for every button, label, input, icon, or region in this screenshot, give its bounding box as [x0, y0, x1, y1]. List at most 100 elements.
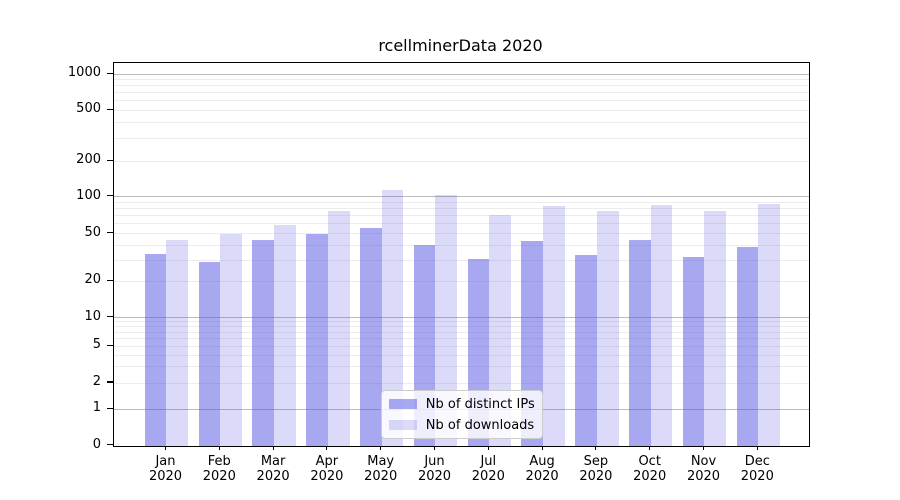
- bar: [628, 240, 651, 446]
- x-axis-tick-label: Feb 2020: [202, 453, 236, 484]
- y-axis-tick-label: 1000: [67, 65, 101, 81]
- gridline: [114, 201, 810, 203]
- gridline: [114, 244, 810, 246]
- gridline: [114, 160, 810, 162]
- legend-swatch: [388, 399, 417, 409]
- bar: [359, 227, 382, 446]
- bar: [596, 211, 619, 446]
- x-axis-tick-label: Nov 2020: [686, 453, 721, 484]
- gridline: [114, 196, 810, 198]
- x-axis-tick-mark: [164, 445, 167, 450]
- gridline: [114, 223, 810, 225]
- gridline: [114, 100, 810, 102]
- x-axis-tick-mark: [218, 445, 220, 450]
- gridline: [114, 346, 810, 347]
- y-axis-tick-mark: [107, 195, 114, 197]
- gridline: [114, 382, 810, 384]
- legend-swatch: [388, 420, 417, 430]
- y-axis-tick-label: 200: [76, 152, 101, 167]
- gridline: [114, 233, 810, 235]
- legend-label: Nb of distinct IPs: [425, 396, 535, 412]
- gridline: [114, 338, 810, 340]
- x-axis-tick-label: Jun 2020: [417, 453, 452, 484]
- bar: [252, 240, 275, 446]
- gridline: [114, 281, 810, 282]
- gridline: [114, 215, 810, 217]
- x-axis-tick-label: Aug 2020: [525, 453, 559, 484]
- bar: [704, 211, 727, 446]
- bar: [736, 246, 759, 446]
- gridline: [114, 85, 810, 87]
- y-axis-tick-mark: [107, 279, 114, 282]
- x-axis-tick-label: Mar 2020: [256, 453, 290, 484]
- y-axis-tick-label: 500: [76, 101, 101, 117]
- gridline: [114, 109, 810, 111]
- y-axis-tick-mark: [107, 407, 114, 409]
- gridline: [114, 79, 810, 81]
- y-axis-tick-label: 2: [92, 373, 101, 389]
- y-axis-tick-label: 20: [84, 272, 101, 288]
- legend-item: Nb of distinct IPs: [382, 395, 542, 414]
- gridline: [114, 331, 810, 333]
- bar: [144, 253, 167, 446]
- x-axis-tick-mark: [487, 445, 489, 450]
- y-axis-tick-label: 50: [84, 224, 101, 240]
- y-axis-tick-label: 1: [92, 400, 101, 415]
- plot-area: Nb of distinct IPs Nb of downloads: [113, 61, 811, 447]
- y-axis-tick-mark: [107, 159, 114, 161]
- x-axis-tick-label: May 2020: [364, 453, 398, 484]
- y-axis-tick-label: 100: [76, 187, 101, 203]
- x-axis-tick-mark: [756, 445, 758, 450]
- bar: [327, 210, 350, 446]
- x-axis-tick-mark: [326, 445, 328, 450]
- legend: Nb of distinct IPs Nb of downloads: [380, 390, 543, 439]
- y-axis-tick-label: 5: [92, 337, 101, 353]
- y-axis-tick-label: 10: [84, 308, 101, 324]
- bar: [306, 233, 328, 446]
- x-axis-tick-mark: [649, 445, 651, 450]
- gridline: [114, 208, 810, 210]
- y-axis-tick-mark: [107, 72, 114, 74]
- legend-label: Nb of downloads: [425, 417, 535, 433]
- gridline: [114, 92, 810, 94]
- x-axis-tick-mark: [541, 445, 543, 450]
- gridline: [114, 321, 810, 323]
- y-axis-tick-label: 0: [92, 436, 101, 452]
- x-axis-tick-label: Dec 2020: [740, 453, 774, 484]
- x-axis-tick-label: Apr 2020: [310, 453, 344, 484]
- y-axis-tick-mark: [107, 444, 114, 446]
- gridline: [114, 366, 810, 368]
- bar: [220, 233, 242, 446]
- gridline: [114, 138, 810, 140]
- bar: [575, 255, 597, 446]
- bar: [543, 205, 565, 446]
- y-axis-tick-mark: [107, 108, 114, 110]
- bar: [758, 203, 780, 446]
- x-axis-tick-label: Jul 2020: [471, 453, 505, 484]
- y-axis-tick-mark: [107, 316, 114, 318]
- bar: [198, 262, 221, 446]
- legend-item: Nb of downloads: [382, 416, 542, 435]
- chart-title: rcellminerData 2020: [378, 36, 543, 55]
- x-axis-tick-mark: [595, 445, 597, 450]
- bar: [650, 204, 673, 446]
- gridline: [114, 354, 810, 356]
- gridline: [114, 122, 810, 124]
- gridline: [114, 73, 810, 75]
- bar: [166, 240, 189, 446]
- y-axis-tick-mark: [107, 381, 114, 383]
- gridline: [114, 326, 810, 328]
- x-axis-tick-mark: [272, 445, 274, 450]
- x-axis-tick-mark: [433, 445, 436, 450]
- y-axis-tick-mark: [107, 232, 114, 234]
- x-axis-tick-label: Oct 2020: [633, 453, 667, 484]
- bar: [682, 256, 705, 446]
- x-axis-tick-label: Jan 2020: [148, 453, 183, 484]
- bar: [435, 195, 458, 446]
- bar: [274, 224, 296, 446]
- x-axis-tick-mark: [702, 445, 705, 450]
- x-axis-tick-label: Sep 2020: [579, 453, 613, 484]
- gridline: [114, 317, 810, 319]
- gridline: [114, 259, 810, 261]
